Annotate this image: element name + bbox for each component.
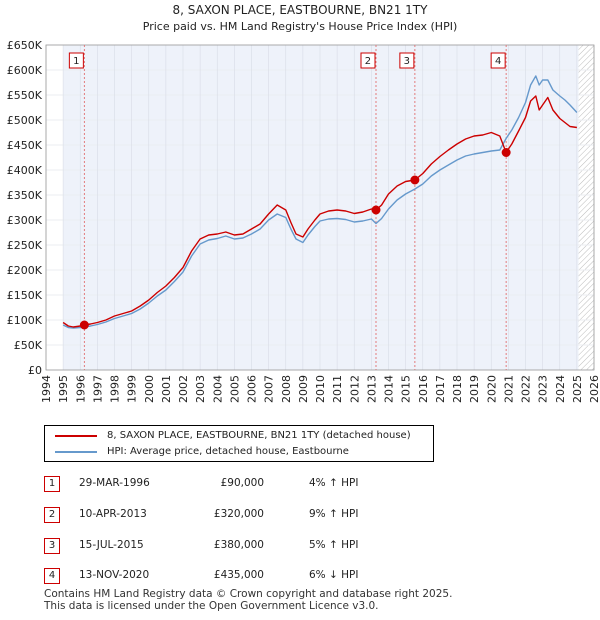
footer-attribution: Contains HM Land Registry data © Crown c… bbox=[44, 588, 452, 612]
y-tick-label: £450K bbox=[7, 139, 43, 152]
series-line-property bbox=[62, 95, 578, 328]
sale-date: 13-NOV-2020 bbox=[79, 569, 150, 581]
y-tick-label: £650K bbox=[7, 39, 43, 52]
sale-point bbox=[501, 148, 511, 157]
sale-price: £380,000 bbox=[213, 539, 264, 551]
legend-swatch-hpi bbox=[55, 451, 97, 453]
pre-data-region bbox=[46, 45, 64, 370]
x-tick-label: 2020 bbox=[485, 375, 498, 403]
y-tick-label: £350K bbox=[7, 189, 43, 202]
y-tick-label: £200K bbox=[7, 264, 43, 277]
x-tick-label: 2015 bbox=[400, 375, 413, 403]
x-tick-label: 2010 bbox=[314, 375, 327, 403]
sale-marker-box bbox=[360, 52, 376, 69]
sale-hpi-change: 4% ↑ HPI bbox=[309, 477, 359, 489]
sale-point bbox=[410, 175, 420, 185]
x-tick-label: 1994 bbox=[40, 375, 53, 403]
x-tick-label: 2007 bbox=[263, 375, 276, 403]
y-tick-label: £100K bbox=[7, 314, 43, 327]
sale-marker-label: 3 bbox=[404, 56, 410, 67]
sale-marker-badge: 2 bbox=[44, 507, 60, 523]
sale-price: £320,000 bbox=[213, 508, 264, 520]
sale-date: 15-JUL-2015 bbox=[79, 539, 144, 551]
sale-point bbox=[79, 320, 89, 330]
x-tick-label: 2008 bbox=[280, 375, 293, 403]
sale-marker-label: 4 bbox=[495, 56, 501, 67]
x-tick-label: 2016 bbox=[417, 375, 430, 403]
x-tick-label: 2025 bbox=[571, 375, 584, 403]
sale-hpi-change: 9% ↑ HPI bbox=[309, 508, 359, 520]
x-tick-label: 2003 bbox=[194, 375, 207, 403]
x-tick-label: 1996 bbox=[74, 375, 87, 403]
x-tick-label: 2017 bbox=[434, 375, 447, 403]
sale-row: 3 15-JUL-2015 £380,000 5% ↑ HPI bbox=[44, 538, 404, 554]
x-tick-label: 2005 bbox=[228, 375, 241, 403]
chart-subtitle: Price paid vs. HM Land Registry's House … bbox=[143, 20, 458, 33]
sale-date: 29-MAR-1996 bbox=[79, 477, 150, 489]
y-tick-label: £300K bbox=[7, 214, 43, 227]
sale-marker-box bbox=[399, 52, 415, 69]
footer-line-copyright: Contains HM Land Registry data © Crown c… bbox=[44, 588, 453, 600]
chart-title: 8, SAXON PLACE, EASTBOURNE, BN21 1TY bbox=[173, 3, 429, 17]
sale-marker-badge: 1 bbox=[44, 476, 60, 492]
x-tick-label: 2019 bbox=[468, 375, 481, 403]
series-line-hpi bbox=[62, 75, 578, 329]
x-tick-label: 2001 bbox=[160, 375, 173, 403]
y-tick-label: £150K bbox=[7, 289, 43, 302]
sale-marker-badge: 4 bbox=[44, 568, 60, 584]
x-tick-label: 2004 bbox=[211, 375, 224, 403]
x-tick-label: 1998 bbox=[109, 375, 122, 403]
x-tick-label: 1995 bbox=[57, 375, 70, 403]
x-tick-label: 2024 bbox=[554, 375, 567, 403]
x-tick-label: 2009 bbox=[297, 375, 310, 403]
y-tick-label: £600K bbox=[7, 64, 43, 77]
x-tick-label: 2000 bbox=[143, 375, 156, 403]
sale-marker-box bbox=[490, 52, 506, 69]
future-hatch bbox=[578, 45, 594, 370]
sale-marker-box bbox=[68, 52, 84, 69]
x-tick-label: 2014 bbox=[383, 375, 396, 403]
legend-label-hpi: HPI: Average price, detached house, East… bbox=[107, 446, 349, 457]
sale-marker-badge: 3 bbox=[44, 538, 60, 554]
x-tick-label: 2011 bbox=[331, 375, 344, 403]
footer-line-licence: This data is licensed under the Open Gov… bbox=[44, 600, 379, 612]
plot-frame bbox=[45, 44, 595, 371]
sale-row: 2 10-APR-2013 £320,000 9% ↑ HPI bbox=[44, 507, 404, 523]
sale-row: 4 13-NOV-2020 £435,000 6% ↓ HPI bbox=[44, 568, 404, 584]
y-tick-label: £250K bbox=[7, 239, 43, 252]
x-tick-label: 2018 bbox=[451, 375, 464, 403]
x-tick-label: 2022 bbox=[520, 375, 533, 403]
x-tick-label: 2012 bbox=[348, 375, 361, 403]
sale-date: 10-APR-2013 bbox=[79, 508, 147, 520]
x-tick-label: 2021 bbox=[502, 375, 515, 403]
sale-price: £435,000 bbox=[213, 569, 264, 581]
x-tick-label: 2013 bbox=[365, 375, 378, 403]
sale-row: 1 29-MAR-1996 £90,000 4% ↑ HPI bbox=[44, 476, 404, 492]
legend-swatch-property bbox=[55, 435, 97, 437]
y-tick-label: £550K bbox=[7, 89, 43, 102]
sale-marker-label: 2 bbox=[365, 56, 371, 67]
chart-legend: 8, SAXON PLACE, EASTBOURNE, BN21 1TY (de… bbox=[44, 425, 434, 462]
x-tick-label: 1997 bbox=[91, 375, 104, 403]
y-tick-label: £0 bbox=[28, 364, 42, 377]
sale-price: £90,000 bbox=[220, 477, 264, 489]
price-chart: 8, SAXON PLACE, EASTBOURNE, BN21 1TY Pric… bbox=[7, 3, 600, 403]
sale-hpi-change: 6% ↓ HPI bbox=[309, 569, 359, 581]
y-tick-label: £50K bbox=[14, 339, 43, 352]
x-tick-label: 2006 bbox=[246, 375, 259, 403]
x-tick-label: 2026 bbox=[588, 375, 600, 403]
sale-marker-label: 1 bbox=[73, 56, 79, 67]
x-tick-label: 2002 bbox=[177, 375, 190, 403]
x-tick-label: 1999 bbox=[126, 375, 139, 403]
legend-label-property: 8, SAXON PLACE, EASTBOURNE, BN21 1TY (de… bbox=[107, 430, 411, 441]
y-tick-label: £500K bbox=[7, 114, 43, 127]
y-tick-label: £400K bbox=[7, 164, 43, 177]
sale-point bbox=[371, 205, 381, 215]
x-tick-label: 2023 bbox=[537, 375, 550, 403]
sale-hpi-change: 5% ↑ HPI bbox=[309, 539, 359, 551]
data-region bbox=[63, 45, 579, 370]
